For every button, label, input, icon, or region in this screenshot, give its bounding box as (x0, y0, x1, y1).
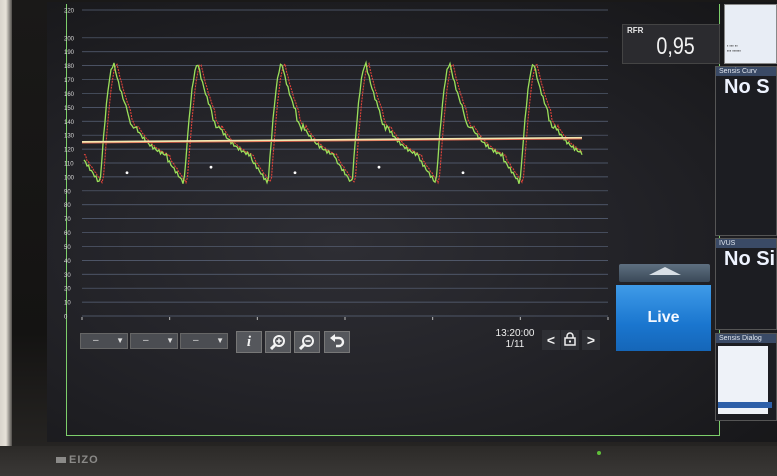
y-tick-label: 50 (64, 245, 71, 251)
zoom-out-button[interactable] (294, 331, 320, 353)
info-icon: i (246, 334, 252, 350)
ivus-header: IVUS (716, 239, 776, 248)
y-tick-label: 140 (64, 120, 75, 126)
dialog-content (718, 346, 772, 414)
rfr-readout: RFR 0,95 (622, 24, 720, 64)
pressure-chart: 2202001901801701601501401301201101009080… (64, 9, 609, 321)
dropdown-2[interactable]: – ▼ (130, 333, 178, 349)
y-tick-label: 70 (64, 217, 71, 223)
undo-icon (330, 334, 345, 348)
y-tick-label: 30 (64, 273, 71, 279)
y-tick-label: 100 (64, 175, 75, 181)
wave-marker (125, 171, 129, 175)
y-tick-label: 90 (64, 189, 71, 195)
y-tick-label: 20 (64, 287, 71, 293)
chevron-down-icon: ▼ (216, 336, 224, 345)
y-tick-label: 40 (64, 259, 71, 265)
zoom-in-icon (269, 335, 285, 351)
y-tick-label: 120 (64, 148, 75, 154)
brand-logo-icon (56, 457, 66, 464)
zoom-in-button[interactable] (265, 331, 291, 353)
wave-marker (293, 171, 297, 175)
y-tick-label: 80 (64, 203, 71, 209)
monitor-brand: EIZO (56, 454, 99, 466)
page-indicator: 1/11 (505, 339, 525, 350)
monitor-bottom-bezel (0, 446, 777, 476)
next-button[interactable]: > (582, 330, 600, 350)
y-tick-label: 190 (64, 50, 75, 56)
y-tick-label: 130 (64, 134, 75, 140)
y-tick-label: 0 (64, 315, 68, 321)
monitor-screen (47, 2, 777, 442)
rfr-label: RFR (627, 26, 644, 35)
timestamp-block: 13:20:00 1/11 (494, 328, 536, 350)
y-tick-label: 10 (64, 301, 71, 307)
wave-marker (377, 165, 381, 169)
mini-status-panel: ▪ ▪▪▪ ▪▪ ▪▪▪ ▪▪▪▪▪▪ (724, 4, 777, 64)
chevron-down-icon: ▼ (166, 336, 174, 345)
zoom-out-icon (298, 335, 314, 351)
y-tick-label: 150 (64, 106, 75, 112)
brand-text: EIZO (69, 454, 99, 466)
sensis-curves-header: Sensis Curv (716, 67, 776, 76)
live-expand-tab[interactable] (619, 264, 710, 282)
dropdown-3[interactable]: – ▼ (180, 333, 228, 349)
lock-icon (564, 331, 576, 346)
wave-marker (461, 171, 465, 175)
y-tick-label: 180 (64, 64, 75, 70)
ivus-status: No Sig (724, 248, 776, 270)
y-tick-label: 200 (64, 36, 75, 42)
y-tick-label: 110 (64, 162, 74, 168)
dropdown-1[interactable]: – ▼ (80, 333, 128, 349)
dropdown-3-value: – (193, 335, 199, 346)
dropdown-2-value: – (143, 335, 149, 346)
series-mean-pressure (81, 136, 583, 144)
series-mean-pressure-edge (81, 138, 583, 144)
y-tick-label: 60 (64, 231, 71, 237)
power-led (597, 451, 601, 455)
live-button[interactable]: Live (616, 285, 711, 351)
mini-status-text: ▪ ▪▪▪ ▪▪ ▪▪▪ ▪▪▪▪▪▪ (727, 43, 741, 53)
triangle-up-icon (649, 267, 681, 275)
sensis-curves-panel: Sensis Curv No S (715, 66, 777, 236)
ivus-panel: IVUS No Sig (715, 238, 777, 330)
wave-marker (209, 165, 213, 169)
y-tick-label: 220 (64, 9, 75, 15)
undo-button[interactable] (324, 331, 350, 353)
info-button[interactable]: i (236, 331, 262, 353)
timestamp: 13:20:00 (495, 328, 535, 339)
prev-button[interactable]: < (542, 330, 560, 350)
y-tick-label: 170 (64, 78, 75, 84)
dialog-progress-bar (718, 402, 772, 408)
y-tick-label: 160 (64, 92, 75, 98)
rfr-value: 0,95 (656, 33, 695, 60)
sensis-dialog-header: Sensis Dialog (716, 334, 776, 343)
sensis-dialog-panel: Sensis Dialog (715, 333, 777, 421)
series-distal-pressure (83, 60, 583, 185)
dropdown-1-value: – (93, 335, 99, 346)
sensis-curves-status: No S (724, 76, 770, 98)
chevron-down-icon: ▼ (116, 336, 124, 345)
lock-button[interactable] (561, 330, 579, 350)
